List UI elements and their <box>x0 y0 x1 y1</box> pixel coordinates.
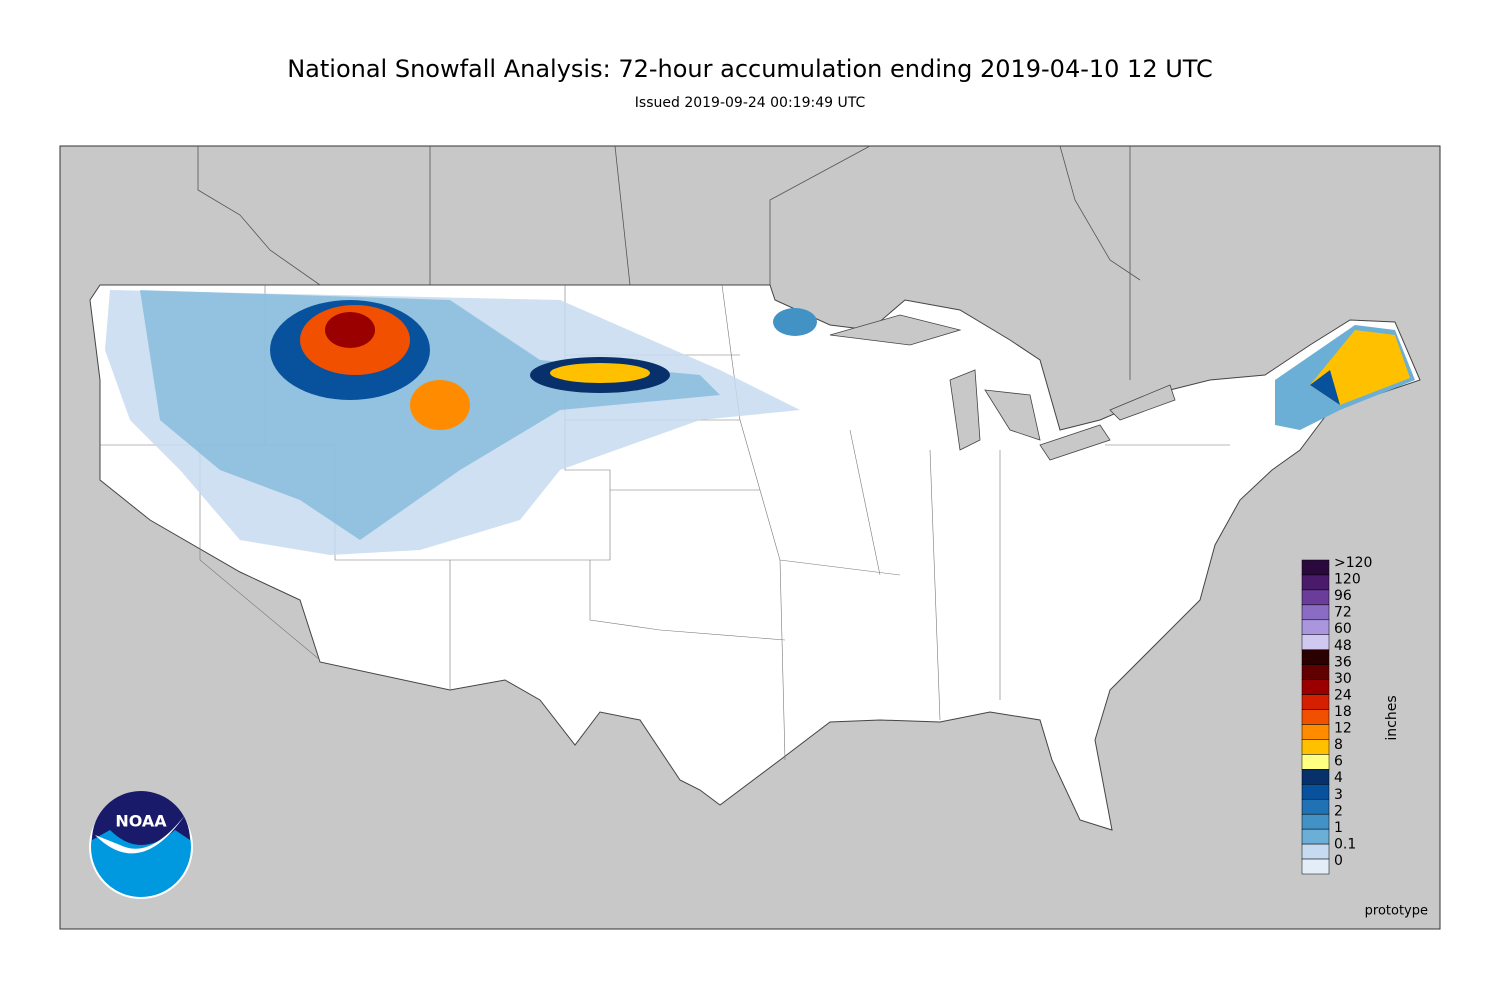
colorbar-swatch <box>1301 739 1330 755</box>
noaa-logo: NOAA <box>89 791 193 899</box>
colorbar-label: 3 <box>1334 787 1343 803</box>
colorbar-label: 72 <box>1334 605 1352 621</box>
colorbar-swatch <box>1301 858 1330 875</box>
colorbar-swatch <box>1301 634 1330 650</box>
colorbar-swatch <box>1301 679 1330 695</box>
colorbar-label: 120 <box>1334 572 1361 588</box>
colorbar-swatch <box>1301 709 1330 725</box>
land-borders <box>197 145 1141 380</box>
colorbar-label: 6 <box>1334 754 1343 770</box>
colorbar-label: 18 <box>1334 704 1352 720</box>
colorbar-label: 4 <box>1334 770 1343 786</box>
colorbar-swatch <box>1301 843 1330 860</box>
footnote: prototype <box>1365 904 1428 919</box>
colorbar-label: 2 <box>1334 803 1343 819</box>
colorbar-swatch <box>1301 754 1330 770</box>
colorbar-swatch <box>1301 604 1330 621</box>
colorbar-swatch <box>1301 664 1330 680</box>
colorbar-label: 24 <box>1334 687 1352 703</box>
colorbar-label: >120 <box>1334 555 1372 571</box>
colorbar-unit: inches <box>1384 695 1400 740</box>
colorbar-label: 30 <box>1334 671 1352 687</box>
colorbar-swatch <box>1301 619 1330 636</box>
colorbar-swatch <box>1301 798 1330 815</box>
colorbar-swatch <box>1301 784 1330 800</box>
colorbar-label: 36 <box>1334 654 1352 670</box>
colorbar-label: 96 <box>1334 588 1352 604</box>
colorbar-swatch <box>1301 694 1330 710</box>
colorbar-label: 0 <box>1334 853 1343 869</box>
snowfall-areas <box>105 290 1415 555</box>
colorbar-swatch <box>1301 724 1330 740</box>
title: National Snowfall Analysis: 72-hour accu… <box>287 55 1213 83</box>
logo-text: NOAA <box>115 812 167 831</box>
colorbar-swatch <box>1301 559 1330 576</box>
colorbar-label: 12 <box>1334 721 1352 737</box>
colorbar-swatch <box>1301 574 1330 591</box>
colorbar-label: 60 <box>1334 621 1352 637</box>
great-lakes <box>829 314 1176 461</box>
colorbar-label: 1 <box>1334 820 1343 836</box>
colorbar-swatch <box>1301 769 1330 785</box>
colorbar-swatch <box>1301 649 1330 665</box>
colorbar-label: 8 <box>1334 737 1343 753</box>
colorbar-label: 0.1 <box>1334 836 1356 852</box>
subtitle: Issued 2019-09-24 00:19:49 UTC <box>635 95 866 111</box>
colorbar-swatch <box>1301 828 1330 845</box>
colorbar-label: 48 <box>1334 638 1352 654</box>
colorbar-swatch <box>1301 589 1330 606</box>
colorbar-swatch <box>1301 813 1330 830</box>
